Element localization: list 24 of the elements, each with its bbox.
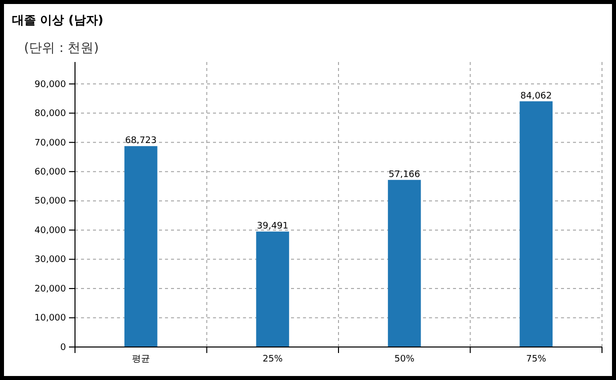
bar [256,232,290,347]
y-tick-label: 90,000 [34,80,66,90]
x-tick-label: 평균 [132,354,150,364]
x-tick-label: 25% [262,354,284,364]
x-tick-label: 50% [394,354,415,364]
data-label: 84,062 [520,91,552,102]
y-tick-label: 80,000 [34,109,66,120]
chart-subtitle: (단위 : 천원) [24,41,99,56]
chart-title: 대졸 이상 (남자) [12,13,104,27]
bar [124,146,158,347]
y-tick-label: 40,000 [34,226,66,236]
data-label: 68,723 [125,136,157,146]
data-label: 57,166 [388,170,420,180]
y-tick-label: 20,000 [34,284,66,294]
bar [388,180,421,347]
y-tick-label: 10,000 [34,314,66,324]
bar [520,101,553,347]
y-tick-label: 50,000 [34,196,66,207]
y-tick-label: 30,000 [34,255,66,266]
y-tick-label: 60,000 [34,167,66,178]
data-label: 39,491 [256,222,288,232]
y-tick-label: 0 [60,342,66,353]
x-tick-label: 75% [526,354,547,364]
y-tick-label: 70,000 [34,138,66,148]
